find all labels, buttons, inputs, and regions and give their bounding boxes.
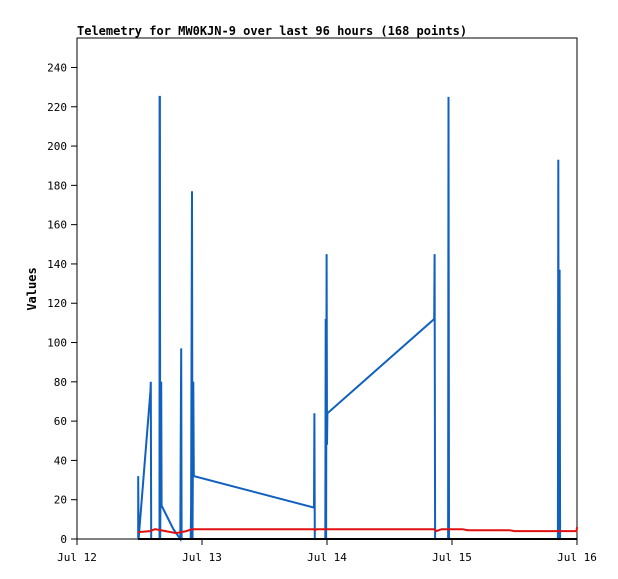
series-layer xyxy=(137,95,578,543)
x-tick-label: Jul 12 xyxy=(57,551,97,564)
x-tick-label: Jul 15 xyxy=(432,551,472,564)
y-tick-label: 100 xyxy=(47,337,67,350)
y-tick-label: 180 xyxy=(47,179,67,192)
y-tick-label: 60 xyxy=(54,415,67,428)
y-tick-label: 160 xyxy=(47,219,67,232)
chart-title: Telemetry for MW0KJN-9 over last 96 hour… xyxy=(77,24,467,38)
x-tick-label: Jul 16 xyxy=(557,551,597,564)
y-axis: 0 20 40 60 80 100 120 140 160 180 200 220 240 xyxy=(47,61,77,546)
y-axis-label: Values xyxy=(25,267,39,310)
y-tick-label: 220 xyxy=(47,101,67,114)
series-line-2 xyxy=(138,527,578,535)
y-tick-label: 200 xyxy=(47,140,67,153)
y-tick-label: 20 xyxy=(54,494,67,507)
x-tick-label: Jul 14 xyxy=(307,551,347,564)
y-tick-label: 140 xyxy=(47,258,67,271)
y-tick-label: 240 xyxy=(47,61,67,74)
y-tick-label: 80 xyxy=(54,376,67,389)
y-tick-label: 120 xyxy=(47,297,67,310)
y-tick-label: 0 xyxy=(60,533,67,546)
y-tick-label: 40 xyxy=(54,454,67,467)
x-axis: Jul 12 Jul 13 Jul 14 Jul 15 Jul 16 xyxy=(57,539,597,564)
series-line-1 xyxy=(137,95,562,543)
x-tick-label: Jul 13 xyxy=(182,551,222,564)
